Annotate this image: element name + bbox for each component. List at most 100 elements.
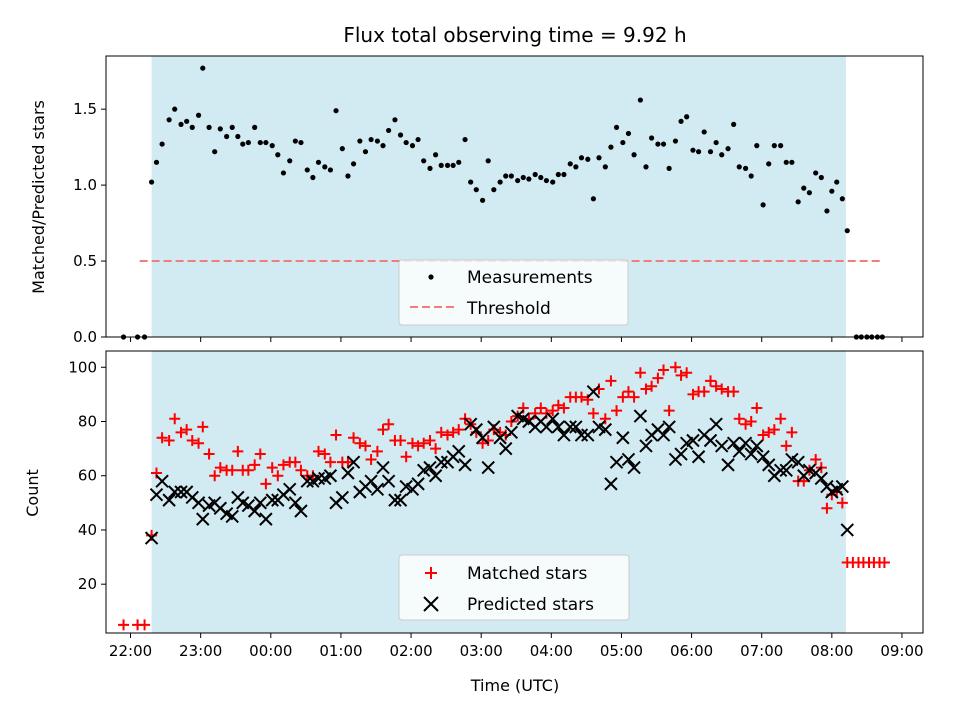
- legend-measurements-marker: [428, 274, 434, 280]
- predicted-star-point: [616, 431, 630, 445]
- matched-star-point: [453, 424, 465, 436]
- legend-matched-marker: [425, 567, 437, 579]
- measurement-point: [666, 165, 672, 171]
- measurement-point: [813, 170, 819, 176]
- measurement-point: [427, 165, 433, 171]
- matched-star-point: [226, 464, 238, 476]
- matched-star-point: [658, 364, 670, 376]
- measurement-point: [573, 164, 579, 170]
- measurement-point: [731, 121, 737, 127]
- measurement-point: [178, 121, 184, 127]
- y-tick-label: 0.5: [73, 252, 97, 270]
- measurement-point: [397, 132, 404, 138]
- predicted-star-point: [835, 479, 850, 494]
- measurement-point: [159, 141, 165, 147]
- matched-star-point: [617, 391, 629, 403]
- measurement-point: [421, 158, 427, 164]
- matched-star-point: [359, 440, 371, 452]
- measurement-point: [596, 155, 602, 161]
- measurement-point: [520, 174, 526, 181]
- predicted-star-point: [604, 477, 618, 491]
- predicted-star-point: [551, 420, 566, 434]
- matched-star-point: [412, 440, 424, 452]
- predicted-star-point: [376, 460, 390, 475]
- measurement-point: [707, 149, 714, 155]
- predicted-star-point: [144, 531, 159, 545]
- measurement-point: [327, 167, 334, 173]
- measurement-point: [834, 179, 840, 185]
- matched-star-point: [751, 402, 763, 414]
- predicted-star-point: [738, 436, 753, 450]
- matched-star-point: [354, 437, 366, 449]
- matched-star-point: [780, 440, 792, 452]
- matched-star-point: [181, 424, 193, 436]
- predicted-star-point: [149, 488, 164, 502]
- predicted-star-point: [493, 431, 507, 445]
- x-tick-label: 09:00: [880, 642, 923, 660]
- measurement-point: [184, 118, 190, 124]
- measurement-point: [280, 170, 287, 176]
- matched-star-point: [687, 388, 699, 400]
- matched-star-point: [266, 462, 278, 474]
- matched-star-point: [447, 426, 459, 438]
- matched-star-point: [587, 407, 599, 419]
- y-tick-label: 60: [78, 467, 97, 485]
- measurement-point: [754, 143, 760, 149]
- y-tick-label: 40: [78, 521, 97, 539]
- matched-star-point: [277, 459, 289, 471]
- measurement-point: [339, 146, 345, 152]
- legend-threshold-label: Threshold: [466, 299, 551, 319]
- measurement-point: [725, 146, 731, 152]
- measurement-point: [345, 173, 351, 179]
- predicted-star-point: [388, 493, 402, 507]
- axes-frame: [105, 55, 924, 338]
- matched-star-point: [395, 434, 407, 446]
- measurement-point: [742, 165, 749, 171]
- predicted-star-point: [225, 509, 239, 524]
- measurement-point: [275, 152, 281, 158]
- y-tick-label: 20: [78, 575, 97, 593]
- predicted-star-point: [546, 412, 560, 426]
- matched-star-point: [365, 453, 377, 465]
- matched-star-point: [634, 367, 646, 379]
- matched-star-point: [740, 418, 752, 430]
- measurement-point: [713, 139, 719, 146]
- measurement-point: [620, 139, 626, 146]
- measurement-point: [637, 97, 643, 103]
- measurement-point: [578, 155, 585, 161]
- measurement-point: [806, 190, 812, 196]
- measurement-point: [200, 65, 206, 71]
- legend-matched-label: Matched stars: [467, 564, 587, 584]
- measurement-point: [538, 174, 544, 181]
- predicted-star-point: [715, 439, 729, 453]
- measurement-point: [415, 136, 421, 143]
- predicted-star-point: [487, 420, 501, 434]
- measurement-point: [350, 161, 357, 167]
- measurement-point: [608, 144, 614, 150]
- predicted-star-point: [581, 428, 595, 442]
- x-tick-label: 05:00: [600, 642, 643, 660]
- matched-star-point: [810, 453, 822, 465]
- predicted-star-point: [762, 458, 776, 472]
- measurement-point: [444, 162, 451, 168]
- measurement-point: [497, 179, 503, 185]
- measurement-point: [678, 118, 684, 124]
- matched-star-point: [558, 402, 570, 414]
- x-tick-label: 08:00: [810, 642, 853, 660]
- predicted-star-point: [458, 458, 472, 472]
- x-tick-label: 03:00: [460, 642, 503, 660]
- predicted-star-point: [691, 450, 706, 464]
- matched-star-point: [377, 424, 389, 436]
- measurement-point: [643, 164, 649, 170]
- matched-star-point: [669, 361, 681, 373]
- predicted-star-point: [779, 463, 793, 478]
- matched-star-point: [575, 391, 587, 403]
- matched-star-point: [203, 448, 215, 460]
- x-tick-label: 04:00: [530, 642, 573, 660]
- predicted-star-point: [840, 523, 854, 537]
- x-tick-label: 02:00: [389, 642, 432, 660]
- measurement-point: [824, 208, 830, 214]
- matched-star-point: [705, 375, 717, 387]
- x-tick-label: 00:00: [249, 642, 292, 660]
